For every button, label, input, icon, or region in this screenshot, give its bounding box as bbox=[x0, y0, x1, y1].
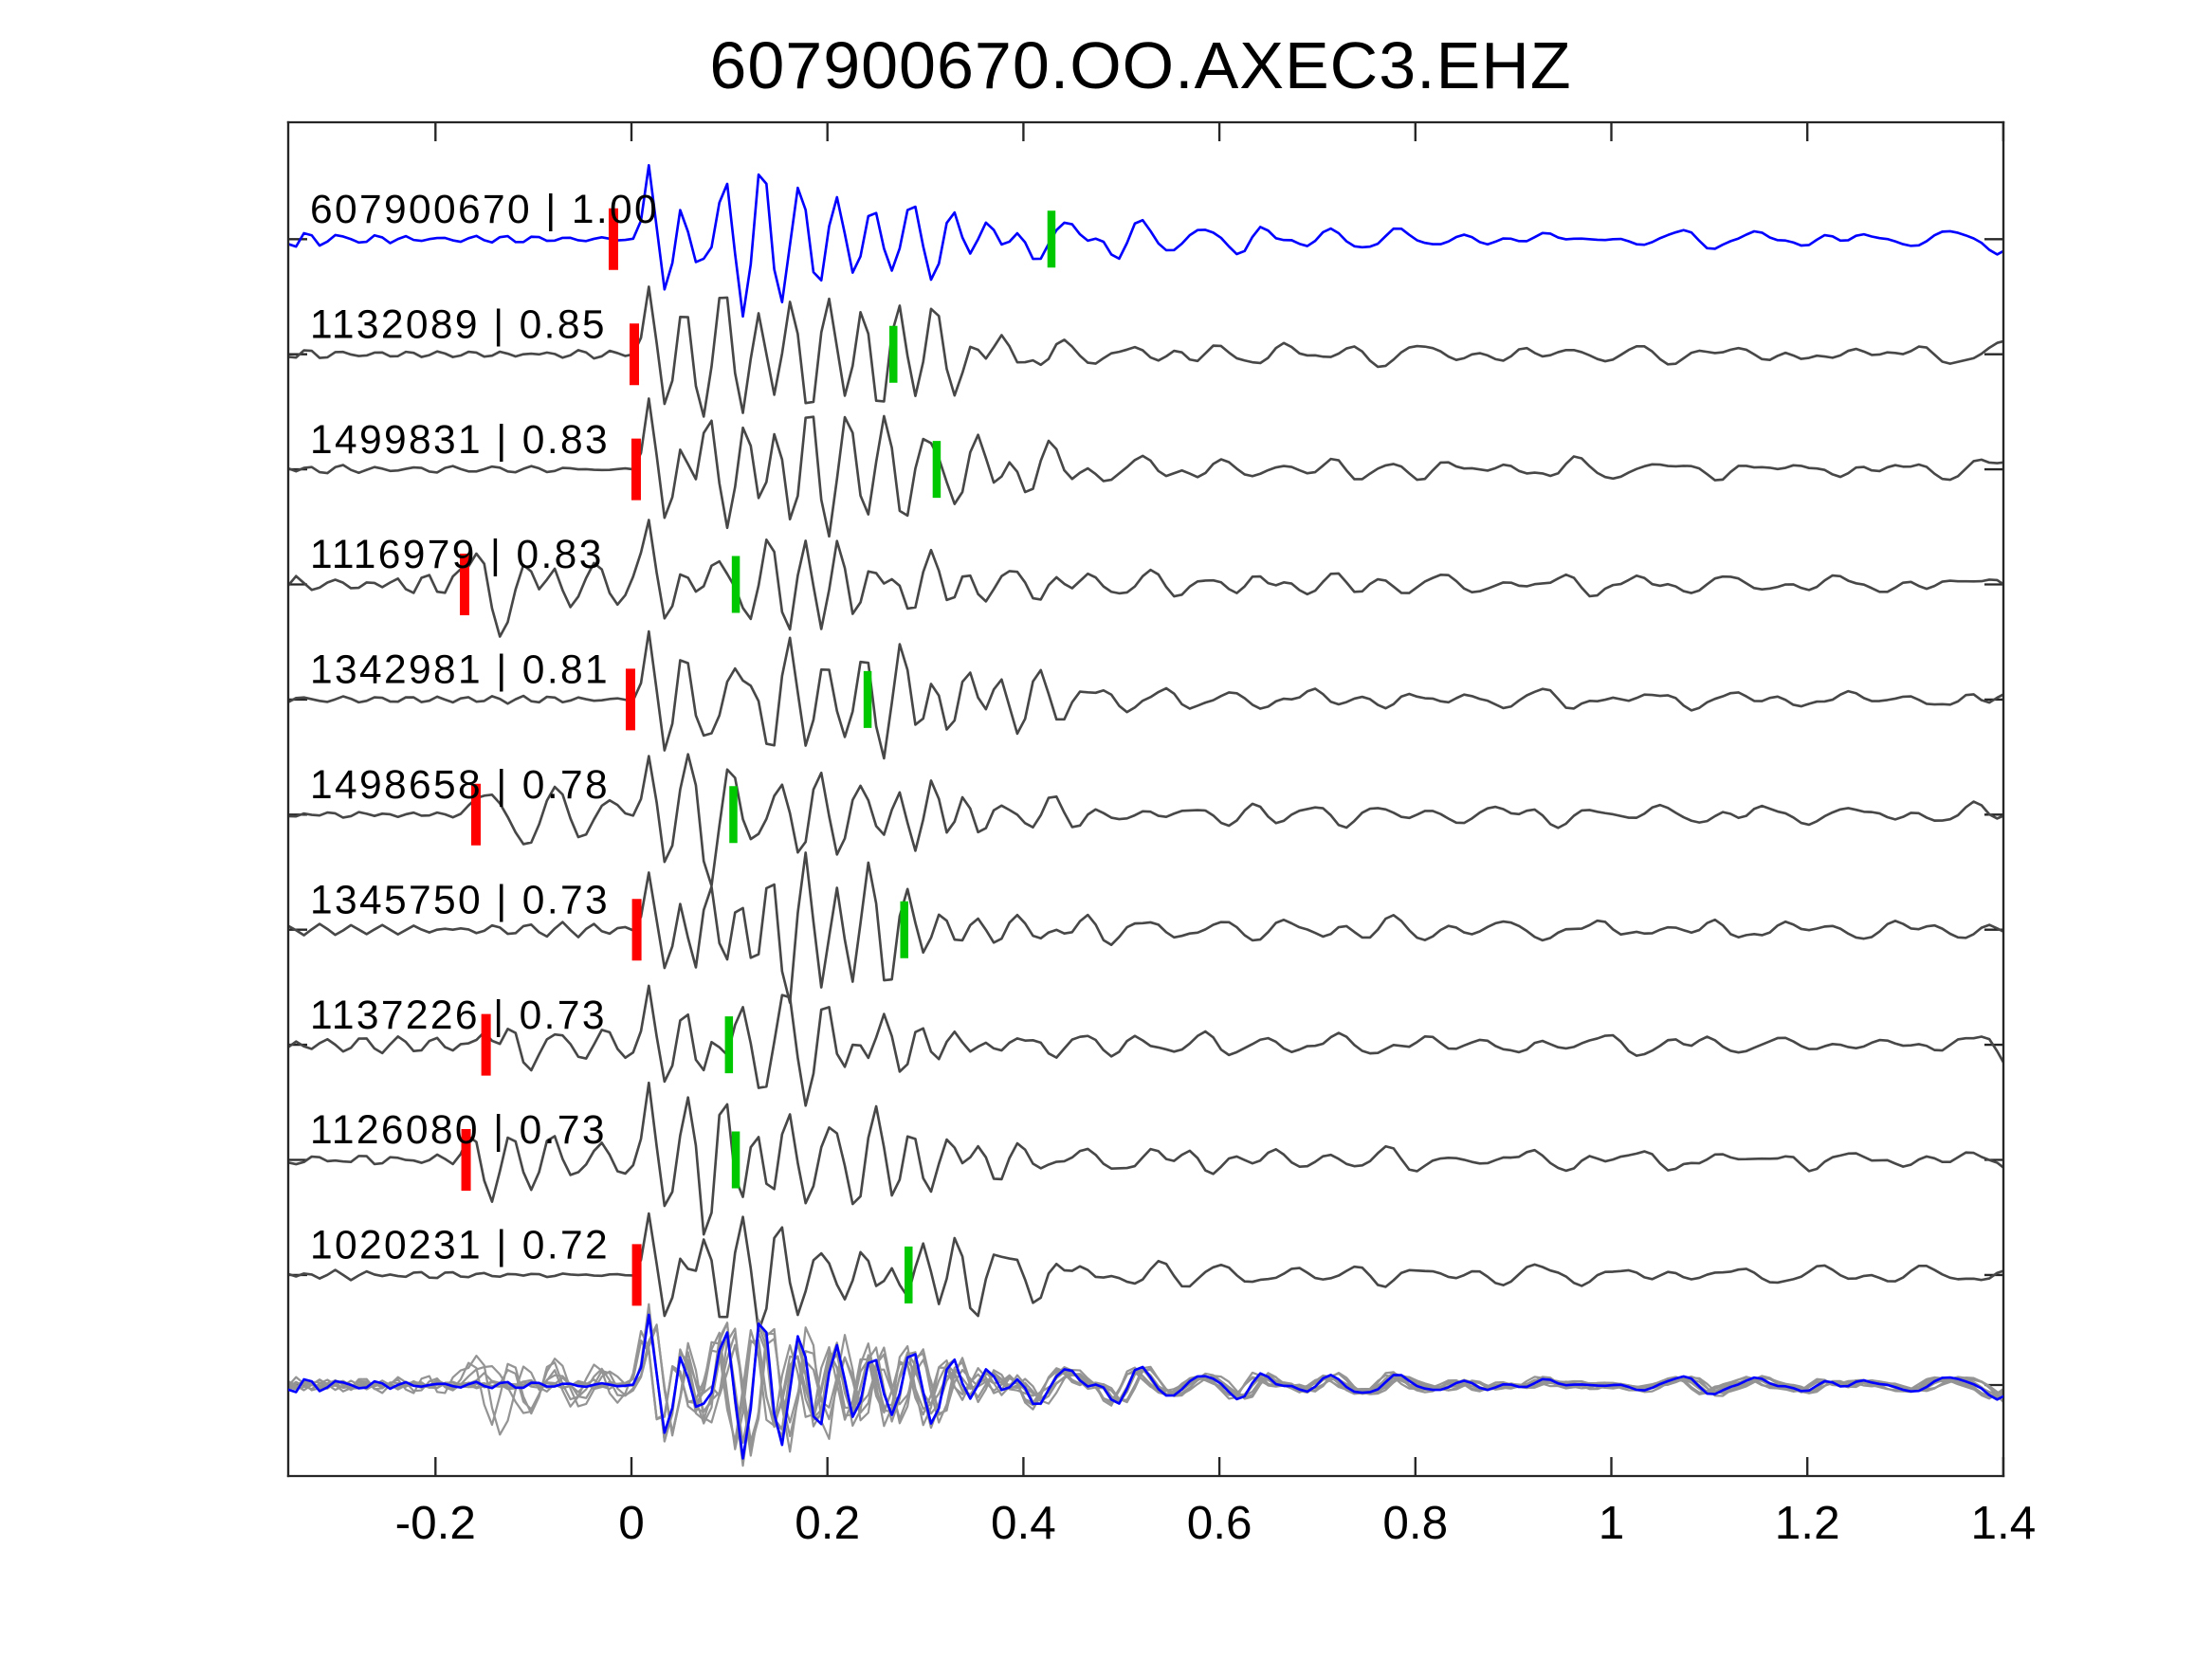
svg-text:1020231 | 0.72: 1020231 | 0.72 bbox=[310, 1224, 610, 1268]
svg-text:1345750 | 0.73: 1345750 | 0.73 bbox=[310, 878, 610, 922]
svg-text:1116979 | 0.83: 1116979 | 0.83 bbox=[310, 533, 604, 577]
svg-text:0.2: 0.2 bbox=[795, 1497, 860, 1549]
svg-text:1: 1 bbox=[1599, 1497, 1625, 1549]
svg-text:0: 0 bbox=[618, 1497, 645, 1549]
svg-text:0.4: 0.4 bbox=[991, 1497, 1056, 1549]
svg-text:1.2: 1.2 bbox=[1775, 1497, 1840, 1549]
svg-text:1498658 | 0.78: 1498658 | 0.78 bbox=[310, 763, 610, 808]
svg-text:1137226 | 0.73: 1137226 | 0.73 bbox=[310, 994, 607, 1038]
svg-text:1126080 | 0.73: 1126080 | 0.73 bbox=[310, 1108, 607, 1153]
svg-text:1132089 | 0.85: 1132089 | 0.85 bbox=[310, 302, 607, 347]
svg-text:607900670 | 1.00: 607900670 | 1.00 bbox=[310, 188, 659, 232]
svg-text:1499831 | 0.83: 1499831 | 0.83 bbox=[310, 418, 610, 463]
svg-text:1342981 | 0.81: 1342981 | 0.81 bbox=[310, 648, 610, 693]
svg-text:607900670.OO.AXEC3.EHZ: 607900670.OO.AXEC3.EHZ bbox=[709, 28, 1571, 102]
svg-text:0.8: 0.8 bbox=[1382, 1497, 1448, 1549]
svg-text:-0.2: -0.2 bbox=[395, 1497, 476, 1549]
svg-text:1.4: 1.4 bbox=[1970, 1497, 2036, 1549]
svg-text:0.6: 0.6 bbox=[1187, 1497, 1252, 1549]
